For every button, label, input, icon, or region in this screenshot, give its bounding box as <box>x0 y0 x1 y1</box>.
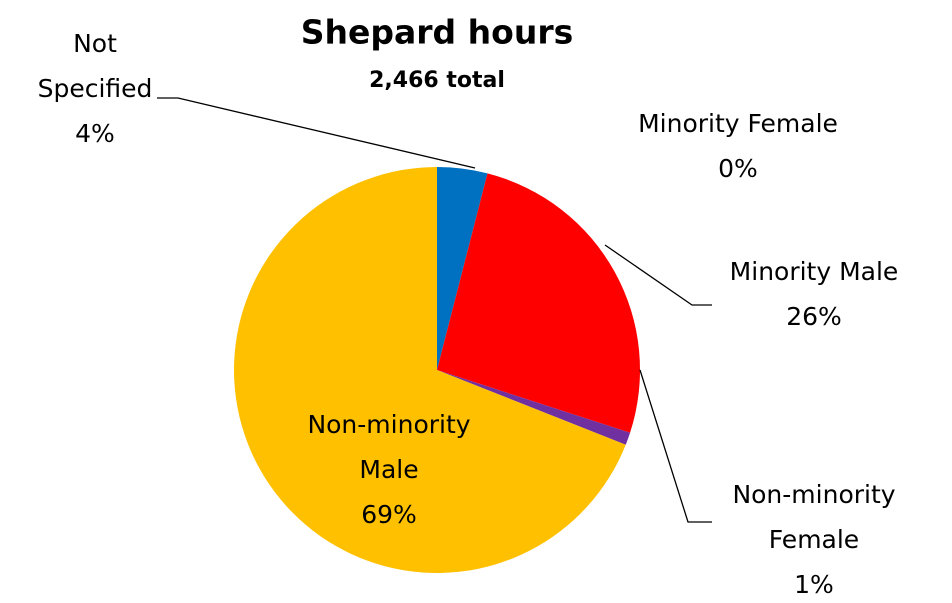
slice-label: Non-minority Male <box>307 410 470 484</box>
slice-value-label: 0% <box>718 154 758 183</box>
slice-label: Not Specified <box>38 29 153 103</box>
leader-line <box>157 97 476 169</box>
pie <box>234 167 640 573</box>
chart-subtitle: 2,466 total <box>369 68 505 93</box>
pie-slice <box>437 370 631 445</box>
chart-title: Shepard hours <box>301 13 574 52</box>
slice-value-label: 69% <box>361 500 417 529</box>
slice-label: Non-minority Female <box>732 480 895 554</box>
slice-value-label: 1% <box>794 570 834 599</box>
leader-line <box>639 369 712 523</box>
slice-value-label: 4% <box>75 119 115 148</box>
pie-slice <box>437 173 640 433</box>
slice-label: Minority Male <box>730 257 899 286</box>
slice-value-label: 26% <box>786 302 842 331</box>
pie-slice <box>234 167 626 573</box>
slice-label: Minority Female <box>638 109 838 138</box>
leader-line <box>604 244 712 306</box>
pie-slice <box>437 167 488 370</box>
